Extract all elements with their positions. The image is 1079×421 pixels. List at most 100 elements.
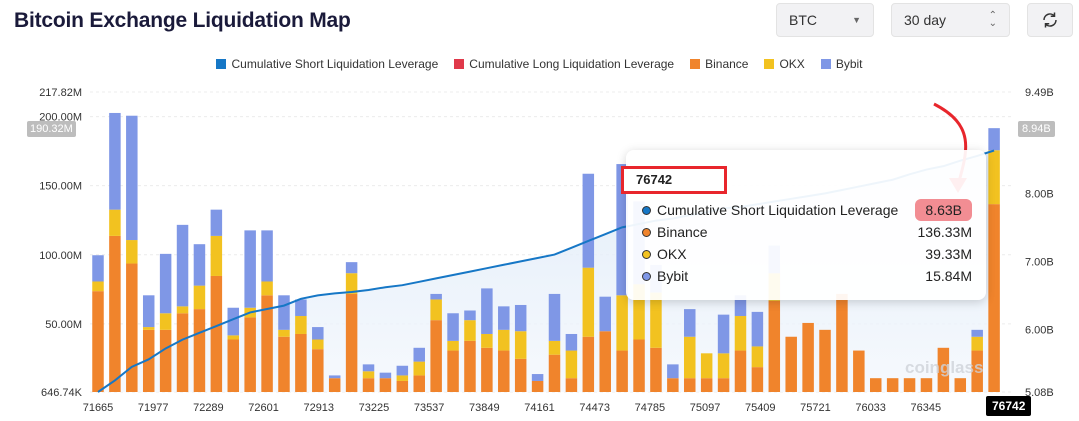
x-tick-label: 72289 (193, 402, 224, 414)
bar-bybit (126, 115, 138, 241)
bar-bybit (176, 224, 189, 307)
bar-binance (684, 378, 696, 392)
bar-okx (278, 329, 290, 337)
bar-okx (717, 353, 730, 379)
bar-binance (565, 378, 578, 392)
bar-binance (785, 336, 797, 392)
bar-binance (193, 309, 206, 392)
bar-bybit (599, 296, 611, 332)
bar-binance (937, 347, 950, 392)
bar-binance (210, 275, 223, 392)
bar-binance (650, 347, 662, 392)
bar-binance (633, 339, 645, 392)
bar-okx (176, 306, 189, 314)
bar-bybit (548, 293, 561, 341)
bar-binance (362, 378, 375, 392)
bar-binance (278, 336, 290, 392)
bar-bybit (988, 128, 1000, 151)
y-left-tick-label: 50.00M (45, 319, 82, 331)
bar-okx (396, 375, 409, 381)
bar-bybit (667, 364, 679, 379)
bar-okx (734, 316, 747, 351)
range-select[interactable]: 30 day ⌃ ⌄ (891, 3, 1010, 37)
bar-binance (109, 235, 121, 392)
bar-bybit (396, 365, 409, 376)
bar-binance (667, 378, 679, 392)
legend-short[interactable]: Cumulative Short Liquidation Leverage (216, 57, 438, 71)
bar-binance (498, 350, 510, 392)
y-left-tick-label: 200.00M (39, 112, 82, 124)
bar-okx (633, 284, 645, 340)
bar-binance (464, 340, 476, 392)
bar-okx (514, 331, 527, 359)
bar-bybit (430, 293, 442, 300)
bar-binance (582, 336, 595, 392)
bar-okx (142, 327, 155, 330)
bar-binance (802, 322, 814, 392)
x-tick-label: 75409 (745, 402, 776, 414)
tooltip-price: 76742 (621, 166, 727, 194)
bar-okx (447, 340, 459, 351)
bar-okx (548, 340, 561, 355)
legend-binance[interactable]: Binance (690, 57, 748, 71)
bybit-dot-icon (642, 271, 651, 281)
bar-binance (616, 350, 628, 392)
bar-okx (362, 371, 375, 379)
bar-binance (396, 380, 409, 392)
bar-binance (700, 378, 713, 392)
bar-bybit (531, 374, 544, 381)
x-tick-label: 71665 (83, 402, 114, 414)
bar-binance (903, 378, 916, 392)
bar-bybit (971, 329, 983, 337)
bar-okx (210, 235, 223, 276)
legend-okx[interactable]: OKX (764, 57, 805, 71)
y-right-tick-label: 6.00B (1025, 324, 1054, 336)
y-left-tick-label: 100.00M (39, 250, 82, 262)
bar-bybit (210, 209, 223, 236)
x-tick-label: 74161 (524, 402, 555, 414)
tooltip-row-bybit: Bybit 15.84M (642, 266, 972, 286)
bar-binance (514, 358, 527, 392)
binance-dot-icon (642, 227, 651, 237)
bar-binance (869, 378, 882, 392)
bar-binance (819, 329, 831, 392)
bar-binance (142, 329, 155, 392)
coin-select[interactable]: BTC ▼ (776, 3, 874, 37)
bar-okx (159, 313, 172, 330)
bar-binance (227, 339, 240, 392)
chart-tooltip: 76742 Cumulative Short Liquidation Lever… (621, 150, 986, 300)
legend-long[interactable]: Cumulative Long Liquidation Leverage (454, 57, 674, 71)
bar-binance (481, 347, 493, 392)
short-dot-icon (642, 205, 651, 215)
x-tick-label: 75097 (690, 402, 721, 414)
x-tick-label: 72601 (248, 402, 279, 414)
x-axis-marker: 76742 (986, 396, 1032, 416)
bar-binance (176, 313, 189, 392)
bar-bybit (447, 313, 459, 341)
bar-binance (954, 378, 967, 392)
x-tick-label: 74473 (579, 402, 610, 414)
bar-okx (582, 267, 595, 337)
bar-bybit (109, 112, 121, 210)
y-right-tick-label: 8.00B (1025, 188, 1054, 200)
bar-binance (328, 378, 341, 392)
bar-bybit (616, 164, 628, 296)
bar-okx (430, 299, 442, 321)
bar-binance (988, 204, 1000, 392)
bar-binance (413, 375, 425, 392)
y-right-tick-label: 9.49B (1025, 87, 1054, 99)
bar-bybit (312, 327, 324, 340)
bar-okx (498, 329, 510, 351)
bar-bybit (92, 255, 104, 282)
y-left-tick-label: 646.74K (41, 387, 83, 399)
bar-okx (295, 316, 307, 334)
bar-okx (126, 240, 138, 264)
bar-okx (971, 336, 983, 351)
bar-bybit (261, 230, 273, 282)
refresh-button[interactable] (1027, 3, 1073, 37)
legend-bybit[interactable]: Bybit (820, 57, 863, 71)
bar-okx (650, 292, 662, 348)
bar-binance (920, 378, 933, 392)
x-tick-label: 71977 (138, 402, 169, 414)
bar-bybit (278, 295, 290, 330)
